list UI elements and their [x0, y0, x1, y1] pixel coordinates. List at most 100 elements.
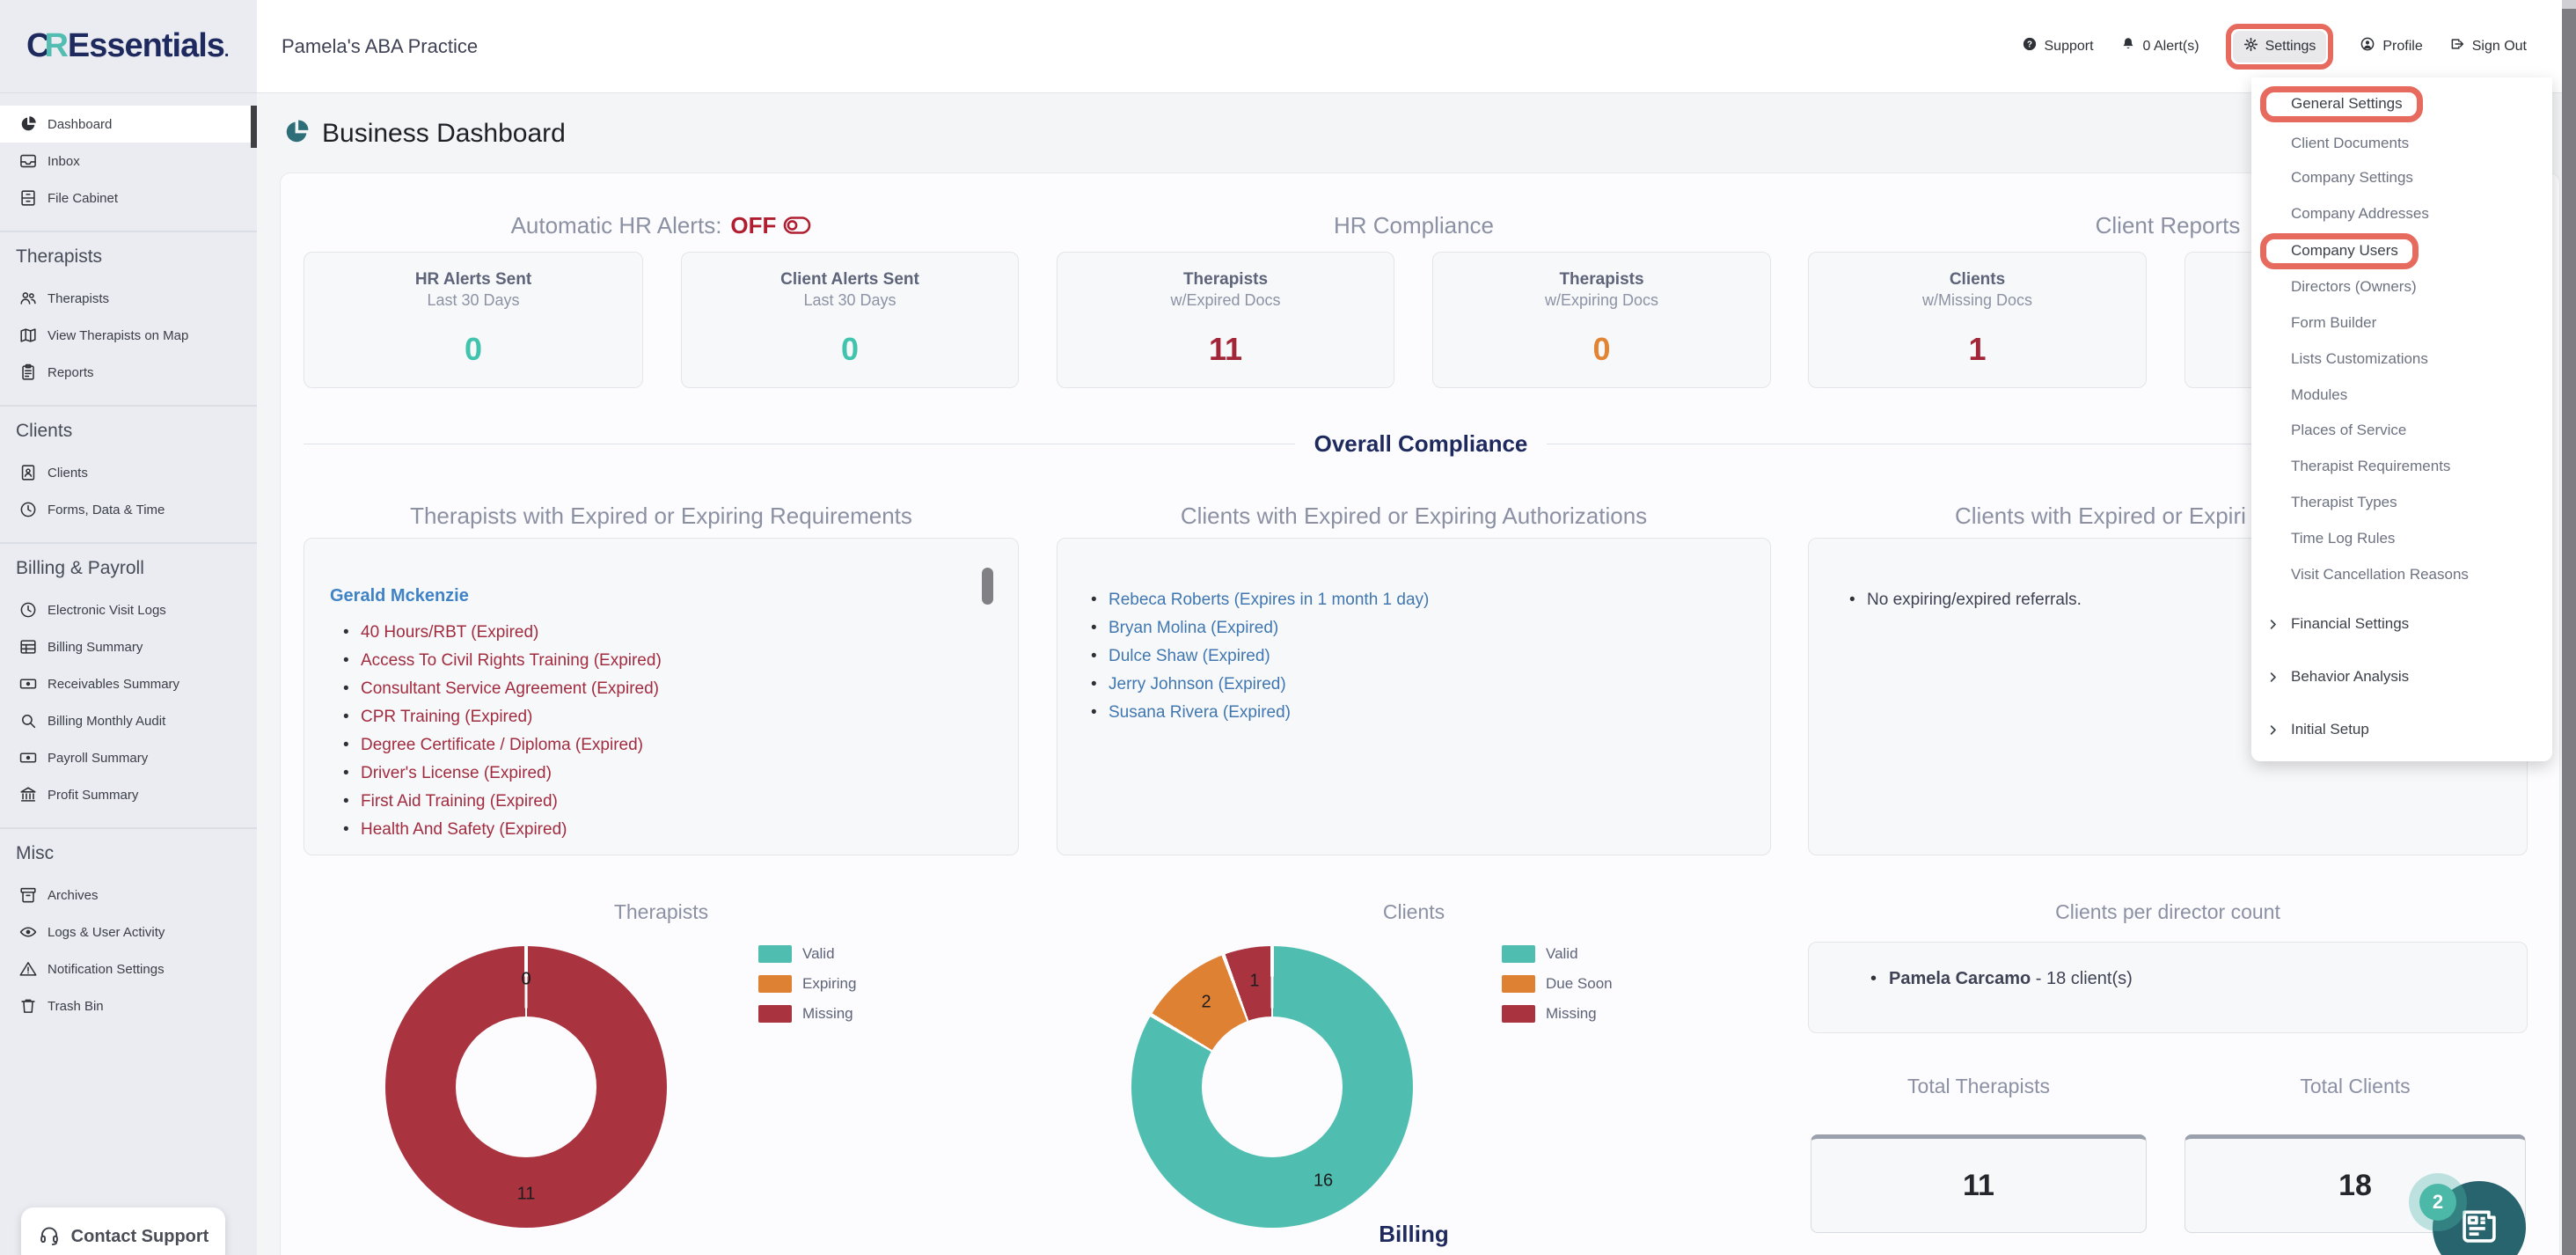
- stat-card-client-alerts-sent: Client Alerts Sent Last 30 Days 0: [681, 252, 1019, 388]
- clock-icon: [18, 499, 39, 520]
- therapists-requirements-header: Therapists with Expired or Expiring Requ…: [410, 502, 912, 529]
- contact-support-button[interactable]: Contact Support: [21, 1207, 225, 1255]
- bank-icon: [18, 784, 39, 805]
- client-link[interactable]: Jerry Johnson (Expired): [1091, 671, 1770, 699]
- therapists-donut-chart[interactable]: 0 0 11: [385, 946, 667, 1228]
- sidebar-item-clients[interactable]: Clients: [0, 454, 257, 491]
- requirement-link[interactable]: Health And Safety (Expired): [343, 816, 1018, 844]
- client-link[interactable]: Rebeca Roberts (Expires in 1 month 1 day…: [1091, 586, 1770, 614]
- sidebar-item-archives[interactable]: Archives: [0, 877, 257, 914]
- sidebar-item-inbox[interactable]: Inbox: [0, 143, 257, 180]
- header-actions: ? Support 0 Alert(s) Settings Profile Si…: [2022, 23, 2563, 70]
- menu-item-directors-owners[interactable]: Directors (Owners): [2291, 278, 2417, 295]
- client-link[interactable]: Susana Rivera (Expired): [1091, 699, 1770, 727]
- page-scrollbar[interactable]: [2562, 0, 2576, 1255]
- gear-icon: [2243, 37, 2258, 56]
- legend-item: Missing: [1502, 1004, 1613, 1023]
- menu-item-company-settings[interactable]: Company Settings: [2291, 169, 2413, 186]
- news-badge-count[interactable]: 2: [2419, 1184, 2456, 1221]
- clients-donut-chart[interactable]: 16 2 1: [1131, 946, 1413, 1228]
- menu-item-general-settings[interactable]: General Settings: [2251, 85, 2552, 122]
- therapists-requirements-card: Gerald Mckenzie 40 Hours/RBT (Expired) A…: [304, 538, 1019, 855]
- requirement-link[interactable]: Consultant Service Agreement (Expired): [343, 675, 1018, 703]
- stat-card-hr-alerts-sent: HR Alerts Sent Last 30 Days 0: [304, 252, 643, 388]
- sidebar-item-file-cabinet[interactable]: File Cabinet: [0, 180, 257, 217]
- sidebar-item-trash-bin[interactable]: Trash Bin: [0, 987, 257, 1024]
- clients-referrals-header: Clients with Expired or Expiri: [1955, 502, 2246, 529]
- sidebar-item-view-therapists-on-map[interactable]: View Therapists on Map: [0, 317, 257, 354]
- director-count-title: Clients per director count: [2055, 899, 2280, 923]
- sidebar-item-electronic-visit-logs[interactable]: Electronic Visit Logs: [0, 591, 257, 628]
- menu-item-therapist-requirements[interactable]: Therapist Requirements: [2291, 458, 2451, 474]
- sidebar-item-label: Forms, Data & Time: [48, 502, 165, 517]
- sidebar-item-label: Therapists: [48, 290, 110, 306]
- requirement-link[interactable]: Access To Civil Rights Training (Expired…: [343, 647, 1018, 675]
- stat-subtitle: Last 30 Days: [427, 291, 520, 309]
- stat-title: Client Alerts Sent: [780, 270, 919, 289]
- clients-authorizations-card: Rebeca Roberts (Expires in 1 month 1 day…: [1057, 538, 1771, 855]
- support-button[interactable]: ? Support: [2022, 36, 2094, 56]
- menu-item-behavior-analysis[interactable]: Behavior Analysis: [2251, 659, 2552, 694]
- headset-icon: [38, 1223, 61, 1251]
- donut-value-label: 11: [516, 1184, 536, 1204]
- client-link[interactable]: Bryan Molina (Expired): [1091, 614, 1770, 642]
- sidebar-item-dashboard[interactable]: Dashboard: [0, 106, 257, 143]
- hr-compliance-header: HR Compliance: [1333, 211, 1495, 239]
- requirement-link[interactable]: 40 Hours/RBT (Expired): [343, 619, 1018, 647]
- requirement-link[interactable]: Driver's License (Expired): [343, 760, 1018, 788]
- sidebar-item-profit-summary[interactable]: Profit Summary: [0, 776, 257, 813]
- alerts-button[interactable]: 0 Alert(s): [2120, 36, 2199, 56]
- money-icon: [18, 673, 39, 694]
- sidebar: CREssentials. Dashboard Inbox File Cabin…: [0, 0, 257, 1255]
- profile-button[interactable]: Profile: [2360, 36, 2423, 56]
- sidebar-item-label: Billing Monthly Audit: [48, 713, 166, 729]
- requirement-link[interactable]: First Aid Training (Expired): [343, 788, 1018, 816]
- referrals-empty-message: No expiring/expired referrals.: [1849, 586, 2527, 614]
- card-scrollbar-thumb[interactable]: [982, 568, 993, 605]
- sign-out-button[interactable]: Sign Out: [2449, 36, 2527, 56]
- sidebar-item-notification-settings[interactable]: Notification Settings: [0, 950, 257, 987]
- logo[interactable]: CREssentials.: [0, 0, 257, 93]
- sidebar-item-label: Notification Settings: [48, 961, 165, 977]
- client-link[interactable]: Dulce Shaw (Expired): [1091, 642, 1770, 671]
- total-therapists-value: 11: [1963, 1168, 1994, 1202]
- menu-item-company-users[interactable]: Company Users: [2251, 232, 2552, 269]
- sidebar-item-billing-monthly-audit[interactable]: Billing Monthly Audit: [0, 702, 257, 739]
- clients-chart-title: Clients: [1382, 899, 1445, 923]
- therapists-chart-legend: Valid Expiring Missing: [758, 944, 856, 1023]
- menu-item-company-addresses[interactable]: Company Addresses: [2291, 205, 2429, 222]
- support-label: Support: [2044, 38, 2094, 54]
- total-therapists-header: Total Therapists: [1907, 1074, 2050, 1097]
- menu-item-initial-setup[interactable]: Initial Setup: [2251, 712, 2552, 747]
- toggle-off-icon[interactable]: [783, 216, 811, 235]
- director-name[interactable]: Pamela Carcamo: [1889, 969, 2031, 988]
- menu-item-visit-cancellation-reasons[interactable]: Visit Cancellation Reasons: [2291, 566, 2469, 583]
- menu-item-time-log-rules[interactable]: Time Log Rules: [2291, 530, 2396, 547]
- donut-value-label: 0: [521, 969, 531, 989]
- menu-item-lists-customizations[interactable]: Lists Customizations: [2291, 350, 2428, 367]
- sidebar-item-reports[interactable]: Reports: [0, 354, 257, 391]
- menu-item-places-of-service[interactable]: Places of Service: [2291, 422, 2407, 438]
- sidebar-item-billing-summary[interactable]: Billing Summary: [0, 628, 257, 665]
- client-reports-header: Client Reports: [2095, 211, 2241, 239]
- pie-chart-icon: [18, 114, 39, 135]
- sidebar-item-receivables-summary[interactable]: Receivables Summary: [0, 665, 257, 702]
- sidebar-item-logs-user-activity[interactable]: Logs & User Activity: [0, 914, 257, 950]
- requirement-link[interactable]: CPR Training (Expired): [343, 703, 1018, 731]
- menu-item-form-builder[interactable]: Form Builder: [2291, 314, 2377, 331]
- settings-button[interactable]: Settings: [2232, 30, 2327, 62]
- menu-item-therapist-types[interactable]: Therapist Types: [2291, 494, 2397, 510]
- sidebar-item-payroll-summary[interactable]: Payroll Summary: [0, 739, 257, 776]
- overall-compliance-title: Overall Compliance: [1314, 430, 1528, 457]
- sidebar-scrollbar-thumb[interactable]: [251, 106, 257, 148]
- sidebar-item-forms-data-time[interactable]: Forms, Data & Time: [0, 491, 257, 528]
- menu-item-client-documents[interactable]: Client Documents: [2291, 135, 2410, 151]
- therapist-link[interactable]: Gerald Mckenzie: [330, 586, 469, 605]
- divider: [0, 231, 257, 232]
- menu-item-financial-settings[interactable]: Financial Settings: [2251, 606, 2552, 642]
- sidebar-item-therapists[interactable]: Therapists: [0, 280, 257, 317]
- divider: [0, 827, 257, 829]
- requirement-link[interactable]: Degree Certificate / Diploma (Expired): [343, 731, 1018, 760]
- menu-item-modules[interactable]: Modules: [2291, 386, 2348, 403]
- bell-icon: [2120, 36, 2136, 56]
